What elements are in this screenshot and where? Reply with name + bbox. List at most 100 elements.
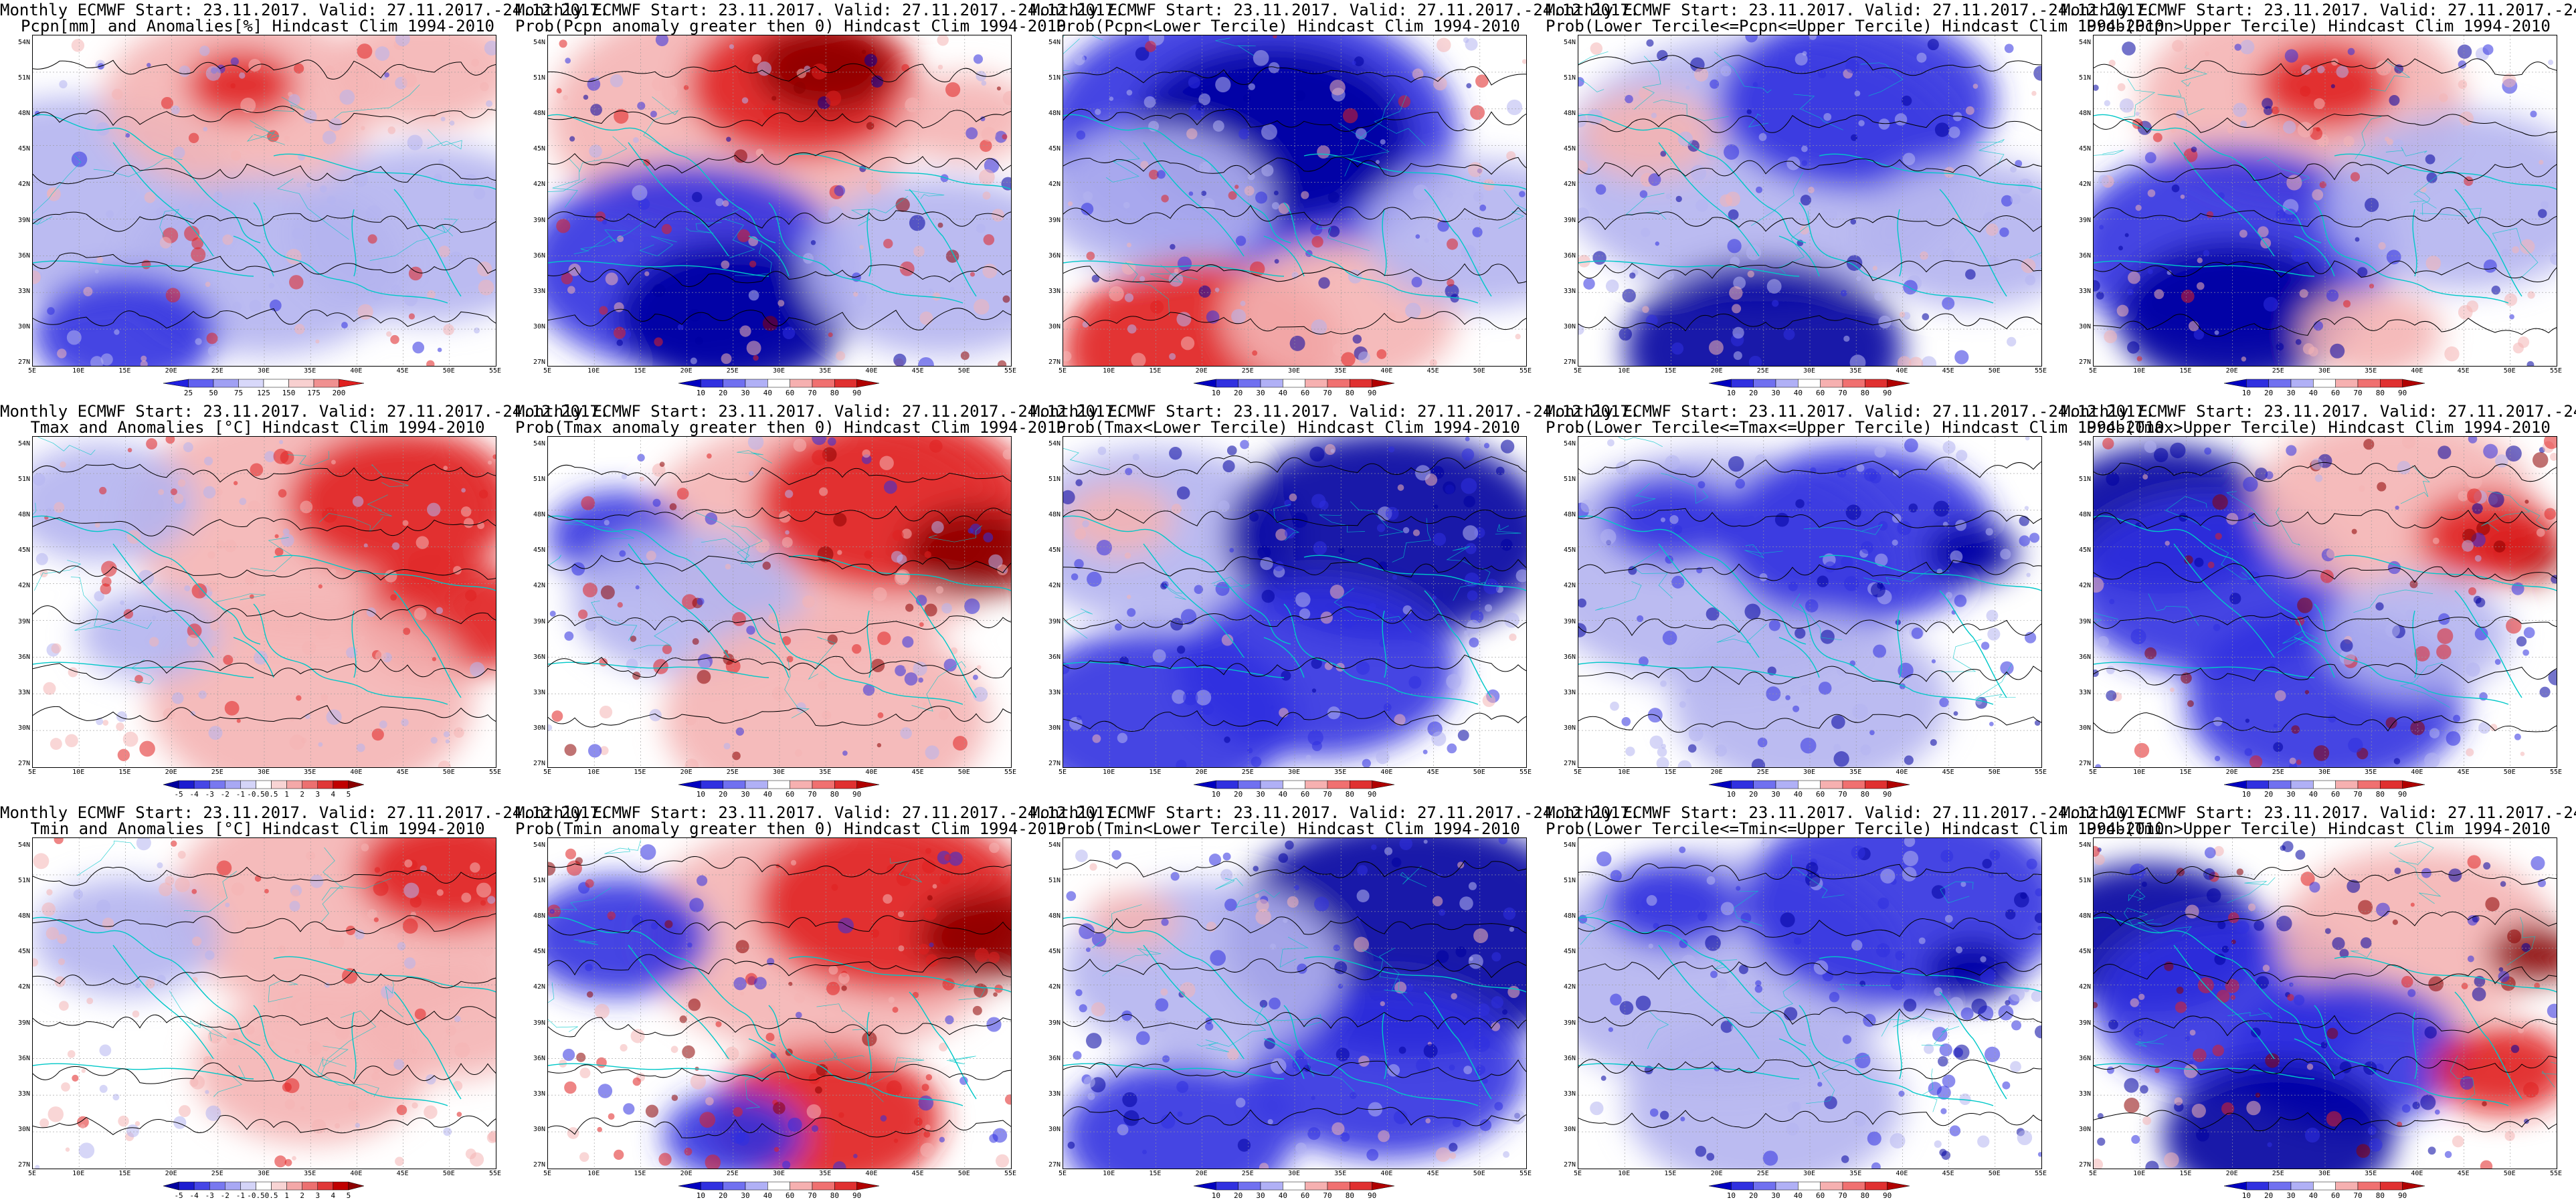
field-speckle (390, 334, 399, 344)
field-speckle (2246, 1100, 2261, 1116)
latitude-label: 42N (1048, 582, 1061, 590)
field-speckle (1483, 179, 1495, 191)
colorbar (1193, 379, 1395, 388)
latitude-label: 54N (1048, 39, 1061, 46)
field-speckle (1479, 1119, 1492, 1131)
field-speckle (1752, 82, 1758, 88)
field-speckle (1479, 204, 1487, 211)
field-speckle (1355, 128, 1367, 140)
field-speckle (1901, 95, 1912, 106)
colorbar-label: 80 (1860, 389, 1869, 397)
colorbar-label: 1 (284, 1191, 289, 1200)
field-speckle (280, 533, 294, 547)
field-speckle (1148, 169, 1159, 180)
longitude-label: 30E (1287, 769, 1301, 776)
field-speckle (1675, 195, 1682, 203)
field-speckle (2313, 745, 2330, 761)
field-speckle (2244, 748, 2253, 757)
field-speckle (1596, 851, 1612, 867)
map-panel: Monthly ECMWF Start: 23.11.2017. Valid: … (1030, 0, 1639, 401)
longitude-label: 40E (1896, 1170, 1908, 1177)
field-speckle (2239, 39, 2255, 55)
field-speckle (1939, 1148, 1947, 1157)
field-speckle (1082, 321, 1089, 328)
field-speckle (827, 437, 836, 446)
field-speckle (1751, 998, 1762, 1009)
map-panel: Monthly ECMWF Start: 23.11.2017. Valid: … (1030, 401, 1639, 803)
field-speckle (2458, 60, 2467, 69)
longitude-label: 25E (2272, 769, 2284, 776)
field-speckle (1500, 439, 1515, 454)
field-speckle (909, 628, 917, 636)
field-speckle (436, 607, 444, 615)
field-speckle (988, 951, 1000, 964)
longitude-label: 10E (72, 1170, 85, 1177)
field-speckle (33, 473, 45, 486)
field-speckle (94, 269, 99, 274)
field-speckle (1352, 334, 1362, 344)
field-speckle (1954, 1044, 1970, 1060)
field-speckle (179, 66, 191, 78)
coastline (768, 1005, 963, 1106)
field-speckle (387, 126, 396, 134)
latitude-label: 36N (1563, 1054, 1576, 1062)
field-speckle (1645, 314, 1658, 327)
colorbar-segment (1798, 1181, 1821, 1191)
colorbar-segment (286, 1181, 302, 1191)
field-speckle (2207, 561, 2215, 569)
field-speckle (278, 945, 286, 953)
latitude-label: 45N (1563, 948, 1576, 956)
colorbar-segment (2313, 379, 2336, 388)
coastline (548, 515, 776, 645)
field-speckle (335, 1123, 341, 1129)
field-speckle (1746, 109, 1752, 114)
field-speckle (1177, 1111, 1183, 1117)
field-speckle (781, 636, 792, 645)
field-speckle (1252, 350, 1258, 356)
latitude-label: 48N (1563, 511, 1576, 519)
field-speckle (870, 75, 884, 88)
field-speckle (1249, 261, 1265, 277)
colorbar-segment (1350, 1181, 1372, 1191)
field-speckle (2405, 609, 2416, 619)
field-speckle (177, 850, 186, 859)
field-speckle (147, 62, 151, 68)
field-speckle (1890, 975, 1906, 991)
field-speckle (1726, 162, 1738, 174)
longitude-label: 30E (2318, 769, 2331, 776)
field-speckle (102, 917, 114, 930)
field-speckle (57, 934, 67, 944)
field-speckle (432, 657, 436, 662)
colorbar-label: 75 (234, 389, 244, 397)
field-speckle (565, 848, 577, 860)
coastline (1819, 153, 2041, 190)
colorbar-label: 25 (183, 389, 193, 397)
latitude-label: 42N (1563, 582, 1576, 590)
coastline (548, 1063, 769, 1080)
field-speckle (2339, 649, 2355, 665)
field-speckle (1433, 532, 1447, 546)
coastline (1578, 662, 1800, 678)
field-speckle (1590, 42, 1603, 55)
field-speckle (59, 80, 68, 89)
longitude-label: 35E (1849, 769, 1862, 776)
field-speckle (1423, 839, 1428, 844)
field-speckle (904, 665, 909, 670)
latitude-label: 33N (2078, 287, 2091, 295)
field-speckle (1208, 686, 1214, 692)
field-speckle (697, 670, 711, 684)
field-speckle (2004, 43, 2014, 54)
field-speckle (1436, 950, 1449, 963)
field-speckle (2154, 289, 2165, 300)
field-speckle (1729, 286, 1743, 300)
field-speckle (1293, 884, 1299, 891)
coastline (393, 590, 462, 698)
field-speckle (134, 983, 141, 989)
field-speckle (1615, 461, 1629, 475)
longitude-label: 35E (1334, 1170, 1347, 1177)
field-speckle (1955, 519, 1966, 531)
field-speckle (1255, 893, 1259, 898)
contour-lines (2094, 58, 2557, 337)
latitude-label: 27N (533, 1161, 545, 1169)
colorbar-segment (209, 1181, 225, 1191)
